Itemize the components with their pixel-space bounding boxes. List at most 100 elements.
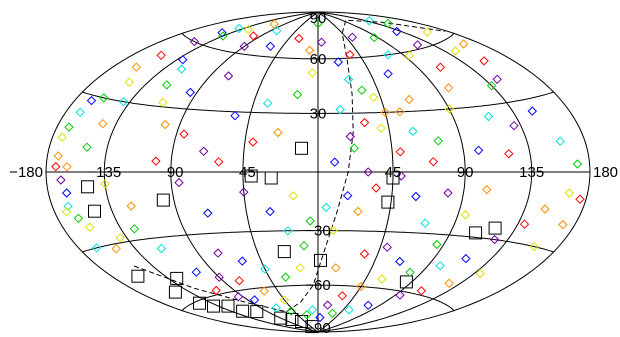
square-marker [168, 285, 182, 299]
diamond-marker [483, 111, 494, 122]
meridian--45 [242, 11, 319, 333]
diamond-marker [263, 98, 273, 108]
diamond-marker [178, 54, 188, 65]
diamond-marker [329, 157, 340, 167]
diamond-marker [342, 190, 353, 201]
diamond-marker [432, 239, 442, 250]
diamond-marker [305, 216, 315, 226]
diamond-marker [279, 295, 290, 305]
diamond-marker [482, 184, 492, 195]
diamond-marker [411, 191, 421, 202]
dashed-curve [133, 19, 446, 313]
square-marker [131, 269, 145, 283]
diamond-marker [249, 295, 260, 305]
diamond-marker [162, 80, 172, 90]
lon-tick-label: 135 [519, 164, 544, 181]
square-marker [221, 299, 235, 313]
lat-tick-label: −30 [305, 223, 330, 240]
diamond-marker [473, 145, 484, 156]
diamond-marker [280, 272, 291, 282]
diamond-marker [86, 95, 97, 106]
diamond-marker [363, 300, 373, 311]
diamond-marker [299, 240, 309, 251]
square-marker [469, 226, 483, 240]
square-marker [274, 311, 288, 325]
diamond-marker [294, 33, 304, 44]
lon-tick-label: −90 [158, 164, 183, 181]
diamond-marker [395, 147, 406, 157]
diamond-marker [380, 107, 390, 118]
lat-tick-label: 60 [310, 51, 327, 68]
diamond-marker [126, 201, 136, 211]
diamond-marker [404, 50, 414, 61]
diamond-marker [327, 308, 338, 319]
diamond-marker [316, 37, 327, 47]
diamond-marker [377, 274, 387, 284]
diamond-marker [555, 136, 565, 146]
diamond-marker [333, 57, 344, 67]
diamond-marker [475, 268, 485, 279]
meridian--180 [45, 11, 319, 333]
diamond-marker [376, 123, 386, 133]
diamond-marker [313, 18, 323, 29]
square-marker [295, 141, 308, 155]
diamond-marker [57, 132, 67, 142]
diamond-marker [444, 104, 454, 114]
dashed-curve-line [133, 19, 446, 313]
square-marker [207, 299, 220, 313]
diamond-marker [460, 210, 471, 220]
diamond-marker [124, 77, 135, 87]
diamond-marker [422, 27, 433, 37]
diamond-marker [509, 120, 519, 131]
diamond-marker [73, 213, 84, 224]
square-marker [305, 320, 319, 334]
diamond-marker [359, 117, 370, 128]
diamond-marker [540, 204, 550, 214]
meridian--90 [170, 11, 319, 333]
diamond-marker [395, 290, 405, 300]
diamond-marker [345, 49, 355, 60]
square-marker [488, 221, 502, 235]
diamond-marker [75, 107, 85, 118]
diamond-marker [248, 137, 258, 147]
square-marker [88, 204, 101, 218]
square-marker [156, 193, 170, 207]
square-marker [285, 313, 299, 326]
data-points [51, 16, 585, 334]
diamond-marker [156, 243, 167, 254]
diamond-marker [265, 206, 275, 217]
diamond-marker [98, 118, 108, 129]
diamond-marker [331, 263, 341, 273]
meridian-180 [317, 11, 591, 333]
lon-tick-label: 90 [457, 164, 474, 181]
diamond-marker [56, 175, 66, 185]
lon-tick-label: 45 [385, 164, 402, 181]
diamond-marker [118, 96, 129, 107]
diamond-marker [218, 31, 228, 41]
diamond-marker [359, 249, 370, 259]
diamond-marker [428, 156, 439, 167]
square-marker [399, 275, 413, 289]
diamond-marker [64, 122, 74, 132]
diamond-marker [337, 291, 348, 301]
diamond-marker [51, 161, 61, 172]
diamond-marker [435, 261, 445, 271]
lat-tick-label: −90 [305, 320, 330, 337]
diamond-marker [223, 71, 234, 81]
diamond-marker [382, 242, 392, 252]
lon-tick-label: −135 [87, 164, 121, 181]
square-marker [236, 304, 250, 318]
diamond-marker [364, 16, 375, 26]
diamond-marker [214, 272, 224, 282]
diamond-marker [269, 19, 279, 29]
diamond-marker [217, 27, 227, 38]
diamond-marker [100, 179, 110, 189]
diamond-marker [151, 156, 161, 166]
diamond-marker [271, 303, 281, 313]
diamond-marker [405, 267, 415, 278]
diamond-marker [176, 64, 187, 74]
diamond-marker [383, 50, 393, 60]
diamond-marker [111, 244, 121, 254]
lat-tick-label: 30 [310, 105, 327, 122]
